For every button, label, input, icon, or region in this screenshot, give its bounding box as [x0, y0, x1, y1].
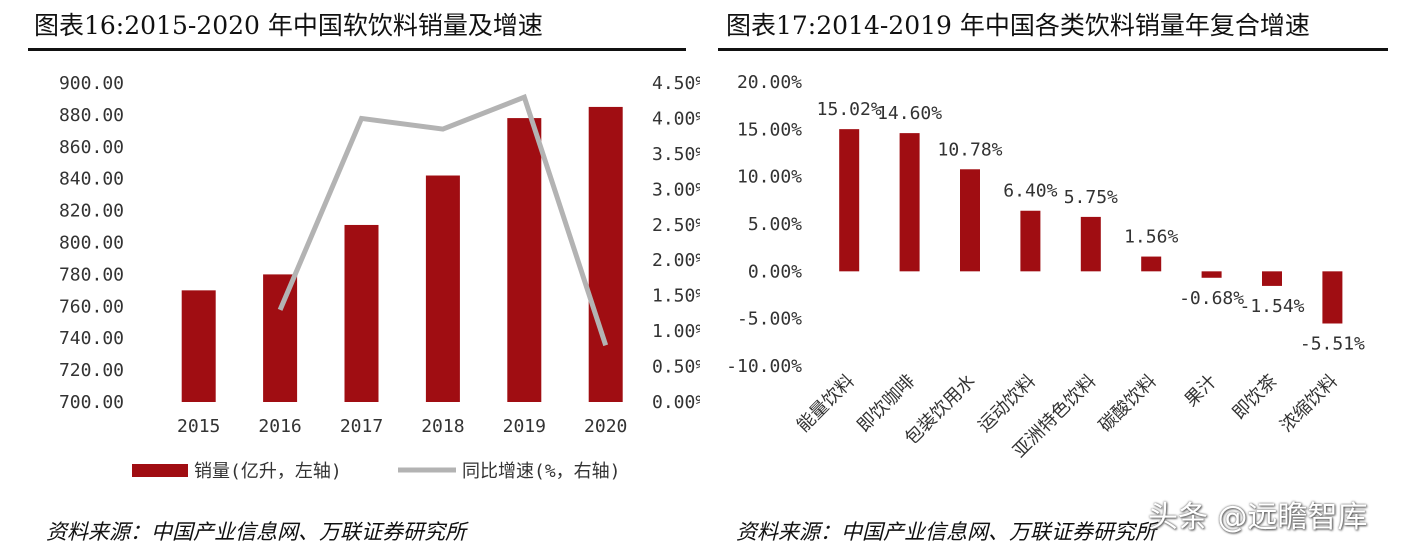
data-label-果汁: -0.68% — [1179, 288, 1244, 309]
left-axis-tick: 880.00 — [59, 105, 124, 126]
right-axis-tick: 0.00% — [652, 392, 700, 413]
right-axis-tick: 3.00% — [652, 179, 700, 200]
right-axis-tick: 2.50% — [652, 215, 700, 236]
right-axis-tick: 1.50% — [652, 286, 700, 307]
chart17-title-rule — [718, 48, 1388, 51]
y-axis-tick: 10.00% — [737, 167, 802, 188]
bar-2019 — [507, 118, 542, 402]
data-label-亚洲特色饮料: 5.75% — [1064, 187, 1118, 208]
chart17-title: 图表17:2014-2019 年中国各类饮料销量年复合增速 — [726, 11, 1310, 40]
left-axis-tick: 860.00 — [59, 137, 124, 158]
data-label-浓缩饮料: -5.51% — [1300, 333, 1365, 354]
chart16-title-rule — [28, 48, 686, 51]
bar-2018 — [425, 175, 460, 402]
bar-即饮咖啡 — [899, 133, 920, 272]
bar-运动饮料 — [1020, 210, 1041, 272]
x-tick-碳酸饮料: 碳酸饮料 — [1095, 371, 1161, 437]
left-axis-tick: 820.00 — [59, 201, 124, 222]
x-tick-2017: 2017 — [340, 416, 383, 437]
data-label-能量饮料: 15.02% — [817, 99, 882, 120]
left-axis-tick: 740.00 — [59, 328, 124, 349]
right-axis-tick: 4.50% — [652, 73, 700, 94]
right-axis-tick: 1.00% — [652, 321, 700, 342]
bar-碳酸饮料 — [1141, 256, 1162, 272]
y-axis-tick: 5.00% — [748, 214, 802, 235]
x-tick-2016: 2016 — [258, 416, 301, 437]
y-axis-tick: 20.00% — [737, 72, 802, 93]
left-axis-tick: 900.00 — [59, 73, 124, 94]
data-label-运动饮料: 6.40% — [1003, 181, 1057, 202]
right-axis-tick: 2.00% — [652, 250, 700, 271]
data-label-碳酸饮料: 1.56% — [1124, 227, 1178, 248]
legend-swatch-volume — [132, 464, 188, 477]
x-tick-2015: 2015 — [177, 416, 220, 437]
growth-line — [277, 93, 609, 347]
y-axis-tick: -10.00% — [726, 356, 802, 377]
x-tick-2019: 2019 — [503, 416, 546, 437]
chart16-plot: 700.00 720.00 740.00 760.00 780.00 800.00 820.… — [59, 73, 700, 482]
left-axis-tick: 800.00 — [59, 233, 124, 254]
data-label-包装饮用水: 10.78% — [937, 139, 1002, 160]
data-label-即饮咖啡: 14.60% — [877, 103, 942, 124]
right-axis-tick: 0.50% — [652, 357, 700, 378]
chart17-source: 资料来源：中国产业信息网、万联证券研究所 — [736, 520, 1156, 544]
chart16-source: 资料来源：中国产业信息网、万联证券研究所 — [46, 520, 466, 544]
watermark: 头条 @远瞻智库 — [1148, 500, 1368, 535]
x-tick-浓缩饮料: 浓缩饮料 — [1276, 371, 1342, 437]
bar-即饮茶 — [1262, 271, 1282, 286]
x-tick-能量饮料: 能量饮料 — [793, 371, 859, 437]
bar-2020 — [588, 106, 623, 403]
x-tick-2018: 2018 — [421, 416, 464, 437]
x-tick-2020: 2020 — [584, 416, 627, 437]
bar-浓缩饮料 — [1322, 271, 1343, 324]
left-axis-tick: 720.00 — [59, 360, 124, 381]
bar-能量饮料 — [839, 129, 860, 272]
legend-label-volume: 销量(亿升，左轴) — [194, 461, 342, 482]
left-axis-tick: 780.00 — [59, 264, 124, 285]
left-axis-tick: 840.00 — [59, 169, 124, 190]
x-tick-果汁: 果汁 — [1181, 371, 1221, 411]
y-axis-tick: 0.00% — [748, 261, 802, 282]
legend-label-growth: 同比增速(%，右轴) — [462, 461, 621, 482]
left-axis-tick: 760.00 — [59, 296, 124, 317]
left-axis-tick: 700.00 — [59, 392, 124, 413]
bar-2016 — [263, 274, 298, 402]
right-axis-tick: 4.00% — [652, 108, 700, 129]
y-axis-tick: -5.00% — [737, 309, 802, 330]
bar-果汁 — [1201, 271, 1222, 278]
x-tick-即饮茶: 即饮茶 — [1229, 371, 1282, 424]
bar-2017 — [344, 224, 379, 402]
right-axis-tick: 3.50% — [652, 144, 700, 165]
chart16-title: 图表16:2015-2020 年中国软饮料销量及增速 — [34, 11, 543, 40]
data-label-即饮茶: -1.54% — [1239, 296, 1304, 317]
bar-包装饮用水 — [960, 169, 980, 272]
bar-2015 — [181, 290, 216, 402]
y-axis-tick: 15.00% — [737, 119, 802, 140]
bar-亚洲特色饮料 — [1080, 216, 1101, 272]
